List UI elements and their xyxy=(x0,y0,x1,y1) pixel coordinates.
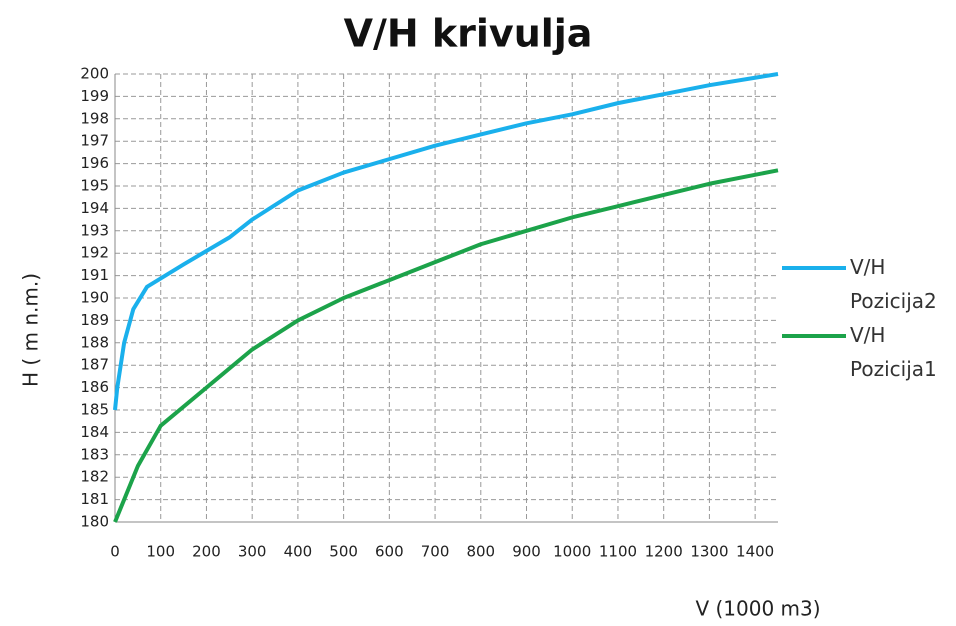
x-tick-label: 0 xyxy=(110,543,120,561)
y-tick-label: 188 xyxy=(80,333,109,351)
x-axis-label: V (1000 m3) xyxy=(695,597,820,621)
x-tick-label: 700 xyxy=(421,543,450,561)
x-tick-label: 100 xyxy=(146,543,175,561)
y-tick-label: 197 xyxy=(80,132,109,150)
y-tick-label: 195 xyxy=(80,177,109,195)
series-line xyxy=(113,72,779,411)
y-tick-label: 184 xyxy=(80,423,109,441)
y-tick-label: 194 xyxy=(80,199,109,217)
y-tick-label: 180 xyxy=(80,513,109,531)
y-tick-label: 191 xyxy=(80,266,109,284)
y-tick-label: 183 xyxy=(80,445,109,463)
y-tick-label: 196 xyxy=(80,154,109,172)
x-tick-label: 500 xyxy=(329,543,358,561)
legend-item: V/H Pozicija2 xyxy=(782,250,937,318)
x-tick-label: 300 xyxy=(238,543,267,561)
legend-swatch xyxy=(782,266,846,270)
y-tick-label: 193 xyxy=(80,221,109,239)
x-tick-label: 400 xyxy=(284,543,313,561)
x-tick-label: 1000 xyxy=(553,543,591,561)
y-tick-label: 187 xyxy=(80,356,109,374)
x-tick-label: 600 xyxy=(375,543,404,561)
chart-title: V/H krivulja xyxy=(344,12,593,56)
x-tick-label: 200 xyxy=(192,543,221,561)
y-tick-label: 189 xyxy=(80,311,109,329)
x-tick-label: 1300 xyxy=(690,543,728,561)
x-tick-label: 1400 xyxy=(736,543,774,561)
y-tick-label: 199 xyxy=(80,87,109,105)
y-tick-label: 182 xyxy=(80,468,109,486)
y-axis-label: H ( m n.m.) xyxy=(19,273,43,387)
x-tick-label: 900 xyxy=(512,543,541,561)
y-tick-label: 181 xyxy=(80,490,109,508)
x-tick-label: 1100 xyxy=(599,543,637,561)
y-tick-label: 192 xyxy=(80,244,109,262)
legend-swatch xyxy=(782,334,846,338)
y-tick-label: 190 xyxy=(80,289,109,307)
y-tick-label: 198 xyxy=(80,109,109,127)
legend-label: V/H Pozicija1 xyxy=(850,323,937,381)
y-tick-label: 186 xyxy=(80,378,109,396)
series-line xyxy=(113,168,779,523)
legend-label: V/H Pozicija2 xyxy=(850,255,937,313)
y-tick-label: 185 xyxy=(80,401,109,419)
legend-item: V/H Pozicija1 xyxy=(782,318,937,386)
x-tick-label: 800 xyxy=(466,543,495,561)
x-tick-label: 1200 xyxy=(645,543,683,561)
legend: V/H Pozicija2 V/H Pozicija1 xyxy=(782,250,937,386)
y-tick-label: 200 xyxy=(80,65,109,83)
